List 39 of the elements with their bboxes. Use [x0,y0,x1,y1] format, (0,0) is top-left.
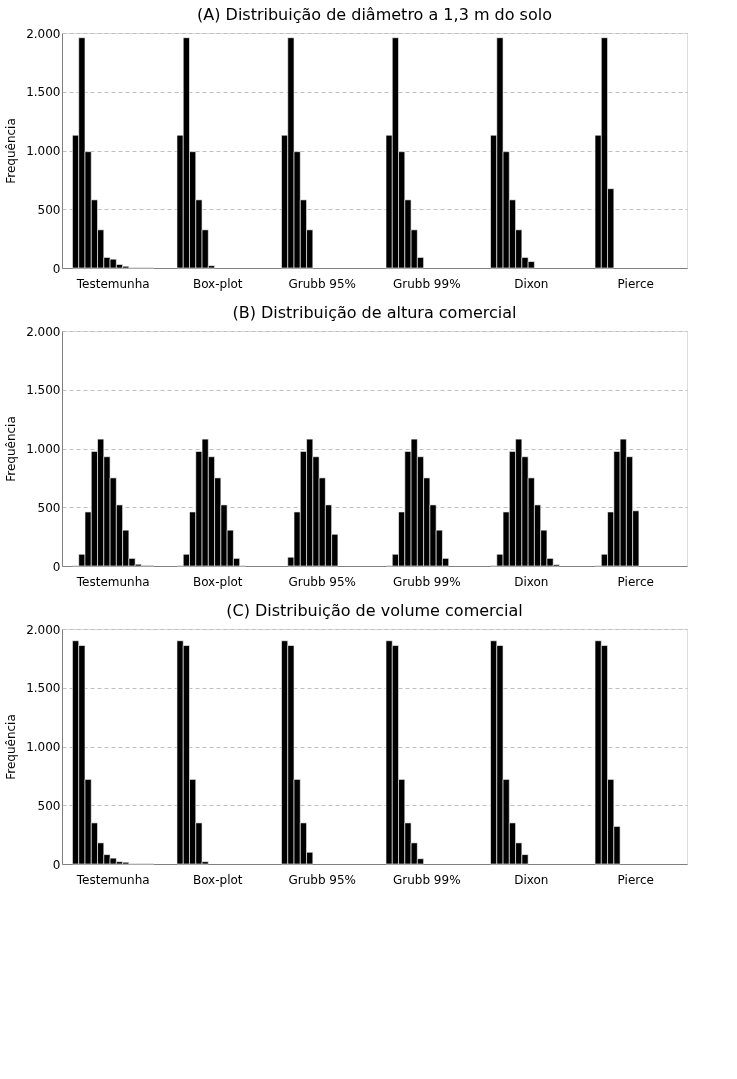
x-tick-label: Grubb 99% [392,574,461,589]
y-tick-label: 500 [37,202,61,217]
y-axis-title: Frequência [4,416,19,482]
x-tick-label: Dixon [514,872,549,887]
x-tick-label: Grubb 99% [392,872,461,887]
x-tick-label: Pierce [617,872,654,887]
y-tick-label: 1.500 [26,681,61,696]
y-tick-label: 500 [37,500,61,515]
y-tick-label: 2.000 [26,622,61,637]
x-tick-label: Grubb 95% [288,872,357,887]
y-tick-label: 0 [52,857,61,872]
chart-title: (B) Distribuição de altura comercial [232,303,517,322]
y-tick-label: 1.500 [26,85,61,100]
y-axis-title: Frequência [4,118,19,184]
x-tick-label: Testemunha [75,872,150,887]
y-tick-label: 1.000 [26,442,61,456]
x-tick-label: Grubb 99% [392,276,461,291]
chart-title: (A) Distribuição de diâmetro a 1,3 m do solo [197,5,552,24]
y-tick-label: 2.000 [26,324,61,339]
y-tick-label: 0 [52,261,61,276]
x-tick-label: Testemunha [75,574,150,589]
x-tick-label: Box-plot [192,872,243,887]
x-tick-label: Dixon [514,276,549,291]
x-tick-label: Grubb 95% [288,574,357,589]
y-tick-label: 1.000 [26,144,61,158]
x-tick-label: Testemunha [75,276,150,291]
x-tick-label: Pierce [617,574,654,589]
y-tick-label: 1.000 [26,740,61,754]
x-tick-label: Pierce [617,276,654,291]
y-tick-label: 500 [37,798,61,813]
x-tick-label: Box-plot [192,574,243,589]
y-axis-title: Frequência [4,714,19,780]
y-tick-label: 0 [52,559,61,574]
chart-title: (C) Distribuição de volume comercial [226,601,523,620]
x-tick-label: Dixon [514,574,549,589]
y-tick-label: 1.500 [26,383,61,398]
y-tick-label: 2.000 [26,26,61,41]
x-tick-label: Grubb 95% [288,276,357,291]
x-tick-label: Box-plot [192,276,243,291]
